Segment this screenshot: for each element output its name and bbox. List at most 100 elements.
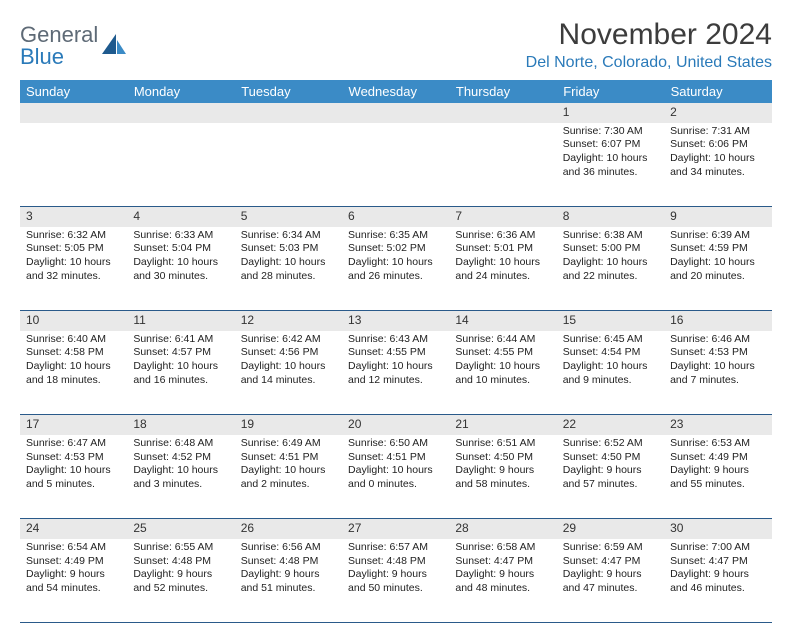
day-cell: Sunrise: 6:45 AMSunset: 4:54 PMDaylight:…	[557, 331, 664, 415]
day-number: 2	[664, 103, 771, 123]
day-cell: Sunrise: 6:39 AMSunset: 4:59 PMDaylight:…	[664, 227, 771, 311]
calendar-head: SundayMondayTuesdayWednesdayThursdayFrid…	[20, 80, 772, 103]
daylight-text: Daylight: 9 hours and 46 minutes.	[670, 568, 765, 595]
daylight-text: Daylight: 9 hours and 54 minutes.	[26, 568, 121, 595]
sunset-text: Sunset: 4:54 PM	[563, 346, 658, 360]
day-cell: Sunrise: 6:47 AMSunset: 4:53 PMDaylight:…	[20, 435, 127, 519]
sunrise-text: Sunrise: 7:00 AM	[670, 541, 765, 555]
sunrise-text: Sunrise: 6:58 AM	[455, 541, 550, 555]
daylight-text: Daylight: 10 hours and 5 minutes.	[26, 464, 121, 491]
logo-sail-icon	[102, 34, 128, 61]
sunset-text: Sunset: 4:47 PM	[563, 555, 658, 569]
daylight-text: Daylight: 10 hours and 32 minutes.	[26, 256, 121, 283]
sunset-text: Sunset: 6:06 PM	[670, 138, 765, 152]
sunset-text: Sunset: 6:07 PM	[563, 138, 658, 152]
calendar-page: General Blue November 2024 Del Norte, Co…	[0, 0, 792, 641]
day-cell: Sunrise: 6:57 AMSunset: 4:48 PMDaylight:…	[342, 539, 449, 623]
day-number	[235, 103, 342, 123]
sunset-text: Sunset: 4:47 PM	[670, 555, 765, 569]
daylight-text: Daylight: 10 hours and 0 minutes.	[348, 464, 443, 491]
sunrise-text: Sunrise: 6:36 AM	[455, 229, 550, 243]
day-number: 29	[557, 519, 664, 539]
day-cell: Sunrise: 6:42 AMSunset: 4:56 PMDaylight:…	[235, 331, 342, 415]
sunset-text: Sunset: 4:55 PM	[455, 346, 550, 360]
day-number: 10	[20, 311, 127, 331]
day-cell: Sunrise: 6:53 AMSunset: 4:49 PMDaylight:…	[664, 435, 771, 519]
day-header: Thursday	[449, 80, 556, 103]
day-cell: Sunrise: 6:54 AMSunset: 4:49 PMDaylight:…	[20, 539, 127, 623]
sunset-text: Sunset: 4:47 PM	[455, 555, 550, 569]
day-number: 23	[664, 415, 771, 435]
sunset-text: Sunset: 4:48 PM	[348, 555, 443, 569]
logo-line1: General	[20, 24, 98, 46]
sunrise-text: Sunrise: 6:43 AM	[348, 333, 443, 347]
day-cell: Sunrise: 6:55 AMSunset: 4:48 PMDaylight:…	[127, 539, 234, 623]
calendar-table: SundayMondayTuesdayWednesdayThursdayFrid…	[20, 80, 772, 623]
daylight-text: Daylight: 10 hours and 14 minutes.	[241, 360, 336, 387]
sunset-text: Sunset: 4:51 PM	[241, 451, 336, 465]
day-number: 4	[127, 207, 234, 227]
day-number: 25	[127, 519, 234, 539]
day-cell: Sunrise: 6:35 AMSunset: 5:02 PMDaylight:…	[342, 227, 449, 311]
day-number: 9	[664, 207, 771, 227]
daylight-text: Daylight: 10 hours and 26 minutes.	[348, 256, 443, 283]
daylight-text: Daylight: 9 hours and 52 minutes.	[133, 568, 228, 595]
sunrise-text: Sunrise: 6:53 AM	[670, 437, 765, 451]
day-cell: Sunrise: 6:52 AMSunset: 4:50 PMDaylight:…	[557, 435, 664, 519]
day-number: 17	[20, 415, 127, 435]
sunrise-text: Sunrise: 6:34 AM	[241, 229, 336, 243]
sunrise-text: Sunrise: 6:40 AM	[26, 333, 121, 347]
sunset-text: Sunset: 4:52 PM	[133, 451, 228, 465]
day-number: 30	[664, 519, 771, 539]
sunrise-text: Sunrise: 6:47 AM	[26, 437, 121, 451]
sunset-text: Sunset: 4:55 PM	[348, 346, 443, 360]
sunset-text: Sunset: 4:59 PM	[670, 242, 765, 256]
sunrise-text: Sunrise: 6:49 AM	[241, 437, 336, 451]
sunrise-text: Sunrise: 6:57 AM	[348, 541, 443, 555]
daylight-text: Daylight: 9 hours and 48 minutes.	[455, 568, 550, 595]
sunset-text: Sunset: 4:48 PM	[133, 555, 228, 569]
day-number: 20	[342, 415, 449, 435]
sunset-text: Sunset: 4:49 PM	[670, 451, 765, 465]
day-number	[449, 103, 556, 123]
day-cell: Sunrise: 7:30 AMSunset: 6:07 PMDaylight:…	[557, 123, 664, 207]
daylight-text: Daylight: 9 hours and 58 minutes.	[455, 464, 550, 491]
daylight-text: Daylight: 9 hours and 51 minutes.	[241, 568, 336, 595]
sunrise-text: Sunrise: 6:41 AM	[133, 333, 228, 347]
daylight-text: Daylight: 10 hours and 9 minutes.	[563, 360, 658, 387]
title-block: November 2024 Del Norte, Colorado, Unite…	[526, 18, 772, 72]
day-number	[342, 103, 449, 123]
day-number: 3	[20, 207, 127, 227]
day-number: 22	[557, 415, 664, 435]
day-header: Saturday	[664, 80, 771, 103]
day-cell: Sunrise: 6:50 AMSunset: 4:51 PMDaylight:…	[342, 435, 449, 519]
sunrise-text: Sunrise: 6:55 AM	[133, 541, 228, 555]
day-number	[127, 103, 234, 123]
sunrise-text: Sunrise: 6:46 AM	[670, 333, 765, 347]
daylight-text: Daylight: 10 hours and 34 minutes.	[670, 152, 765, 179]
day-number: 1	[557, 103, 664, 123]
day-number: 13	[342, 311, 449, 331]
sunrise-text: Sunrise: 7:31 AM	[670, 125, 765, 139]
sunrise-text: Sunrise: 6:39 AM	[670, 229, 765, 243]
sunrise-text: Sunrise: 6:32 AM	[26, 229, 121, 243]
daylight-text: Daylight: 10 hours and 36 minutes.	[563, 152, 658, 179]
sunrise-text: Sunrise: 6:33 AM	[133, 229, 228, 243]
day-cell: Sunrise: 6:51 AMSunset: 4:50 PMDaylight:…	[449, 435, 556, 519]
sunset-text: Sunset: 5:01 PM	[455, 242, 550, 256]
day-header: Monday	[127, 80, 234, 103]
sunset-text: Sunset: 5:02 PM	[348, 242, 443, 256]
daylight-text: Daylight: 10 hours and 16 minutes.	[133, 360, 228, 387]
sunset-text: Sunset: 4:50 PM	[563, 451, 658, 465]
day-cell: Sunrise: 6:58 AMSunset: 4:47 PMDaylight:…	[449, 539, 556, 623]
sunset-text: Sunset: 4:53 PM	[26, 451, 121, 465]
day-cell	[127, 123, 234, 207]
day-cell: Sunrise: 6:32 AMSunset: 5:05 PMDaylight:…	[20, 227, 127, 311]
sunrise-text: Sunrise: 6:56 AM	[241, 541, 336, 555]
day-cell	[449, 123, 556, 207]
day-number: 19	[235, 415, 342, 435]
day-cell: Sunrise: 6:40 AMSunset: 4:58 PMDaylight:…	[20, 331, 127, 415]
day-cell	[342, 123, 449, 207]
daylight-text: Daylight: 10 hours and 30 minutes.	[133, 256, 228, 283]
logo-line2: Blue	[20, 46, 98, 68]
